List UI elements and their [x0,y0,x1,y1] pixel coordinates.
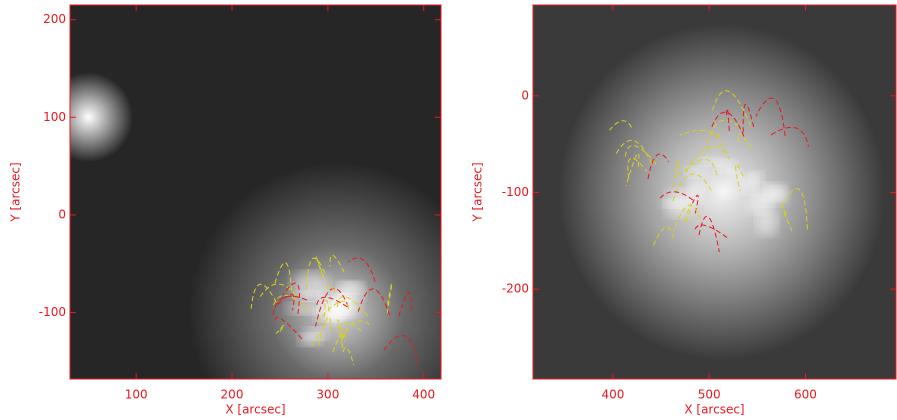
field-line [737,133,755,151]
bright-patch [746,195,774,215]
x-axis-title: X [arcsec] [225,403,285,417]
field-line [659,191,694,201]
x-tick-label: 400 [601,388,624,402]
x-tick-label: 100 [125,388,148,402]
field-line [258,283,297,300]
bright-patch [720,182,737,199]
field-line [781,205,793,232]
field-line [337,319,346,346]
x-tick-label: 300 [316,388,339,402]
y-axis-title: Y [arcsec] [9,162,23,222]
field-line [336,296,369,317]
field-line [332,331,347,353]
field-line [383,334,419,365]
field-line [679,129,721,137]
field-line [326,285,336,292]
image-emission [70,5,441,379]
field-line [684,159,718,179]
field-line [250,283,277,309]
y-axis-title: Y [arcsec] [471,162,485,222]
bright-patch [687,180,704,203]
field-line [347,257,376,282]
field-line [277,293,295,311]
field-line [357,288,392,319]
bright-patch [755,208,779,236]
x-tick-label: 200 [221,388,244,402]
field-line [275,324,285,335]
field-line [282,282,300,315]
field-line [683,203,692,224]
field-line [314,287,349,327]
y-tick-label: 100 [43,110,66,124]
y-tick-label: 200 [43,12,66,26]
field-line [691,194,699,214]
field-line [316,296,349,309]
y-tick-label: 0 [521,88,529,102]
field-line [672,173,712,203]
field-line [647,153,670,180]
bright-patch [685,166,707,178]
field-line [652,226,675,248]
field-line [706,133,730,160]
field-line [305,257,327,291]
x-tick-label: 600 [794,388,817,402]
field-line [274,316,303,340]
field-line [342,347,355,366]
x-tick-label: 500 [698,388,721,402]
bright-patch [727,169,742,181]
field-line [272,295,308,316]
field-line [624,145,657,165]
field-line [609,120,632,131]
field-line [742,103,755,133]
bright-patch [749,171,765,184]
field-line [725,108,730,132]
x-tick-label: 400 [412,388,435,402]
field-line [274,262,293,292]
field-line [323,299,330,325]
field-line [311,333,322,346]
field-line [710,111,745,137]
field-line [398,291,412,317]
y-tick-label: -100 [502,185,529,199]
y-tick-label: -100 [39,305,66,319]
y-tick-label: -200 [502,282,529,296]
field-line [318,300,350,322]
image-emission [533,5,896,379]
bright-patch [764,186,787,202]
field-line [693,224,728,238]
field-line [735,163,744,192]
field-line [329,254,345,273]
bright-patch [295,290,320,301]
field-line [711,90,751,126]
bright-patch [303,327,329,341]
bright-patch [715,159,737,173]
field-line [780,188,808,230]
field-line [698,215,720,253]
field-line [710,119,743,136]
field-line [386,282,393,313]
field-line [685,146,726,173]
bright-patch [665,189,694,217]
field-line [673,204,701,232]
field-line [770,126,809,147]
field-line [273,294,309,312]
field-line [755,97,786,136]
field-line [673,159,680,188]
y-tick-label: 0 [58,207,66,221]
field-line [341,320,370,340]
plot-frame [69,4,442,380]
field-line [317,316,332,349]
x-axis-title: X [arcsec] [684,403,744,417]
field-line [315,256,325,280]
